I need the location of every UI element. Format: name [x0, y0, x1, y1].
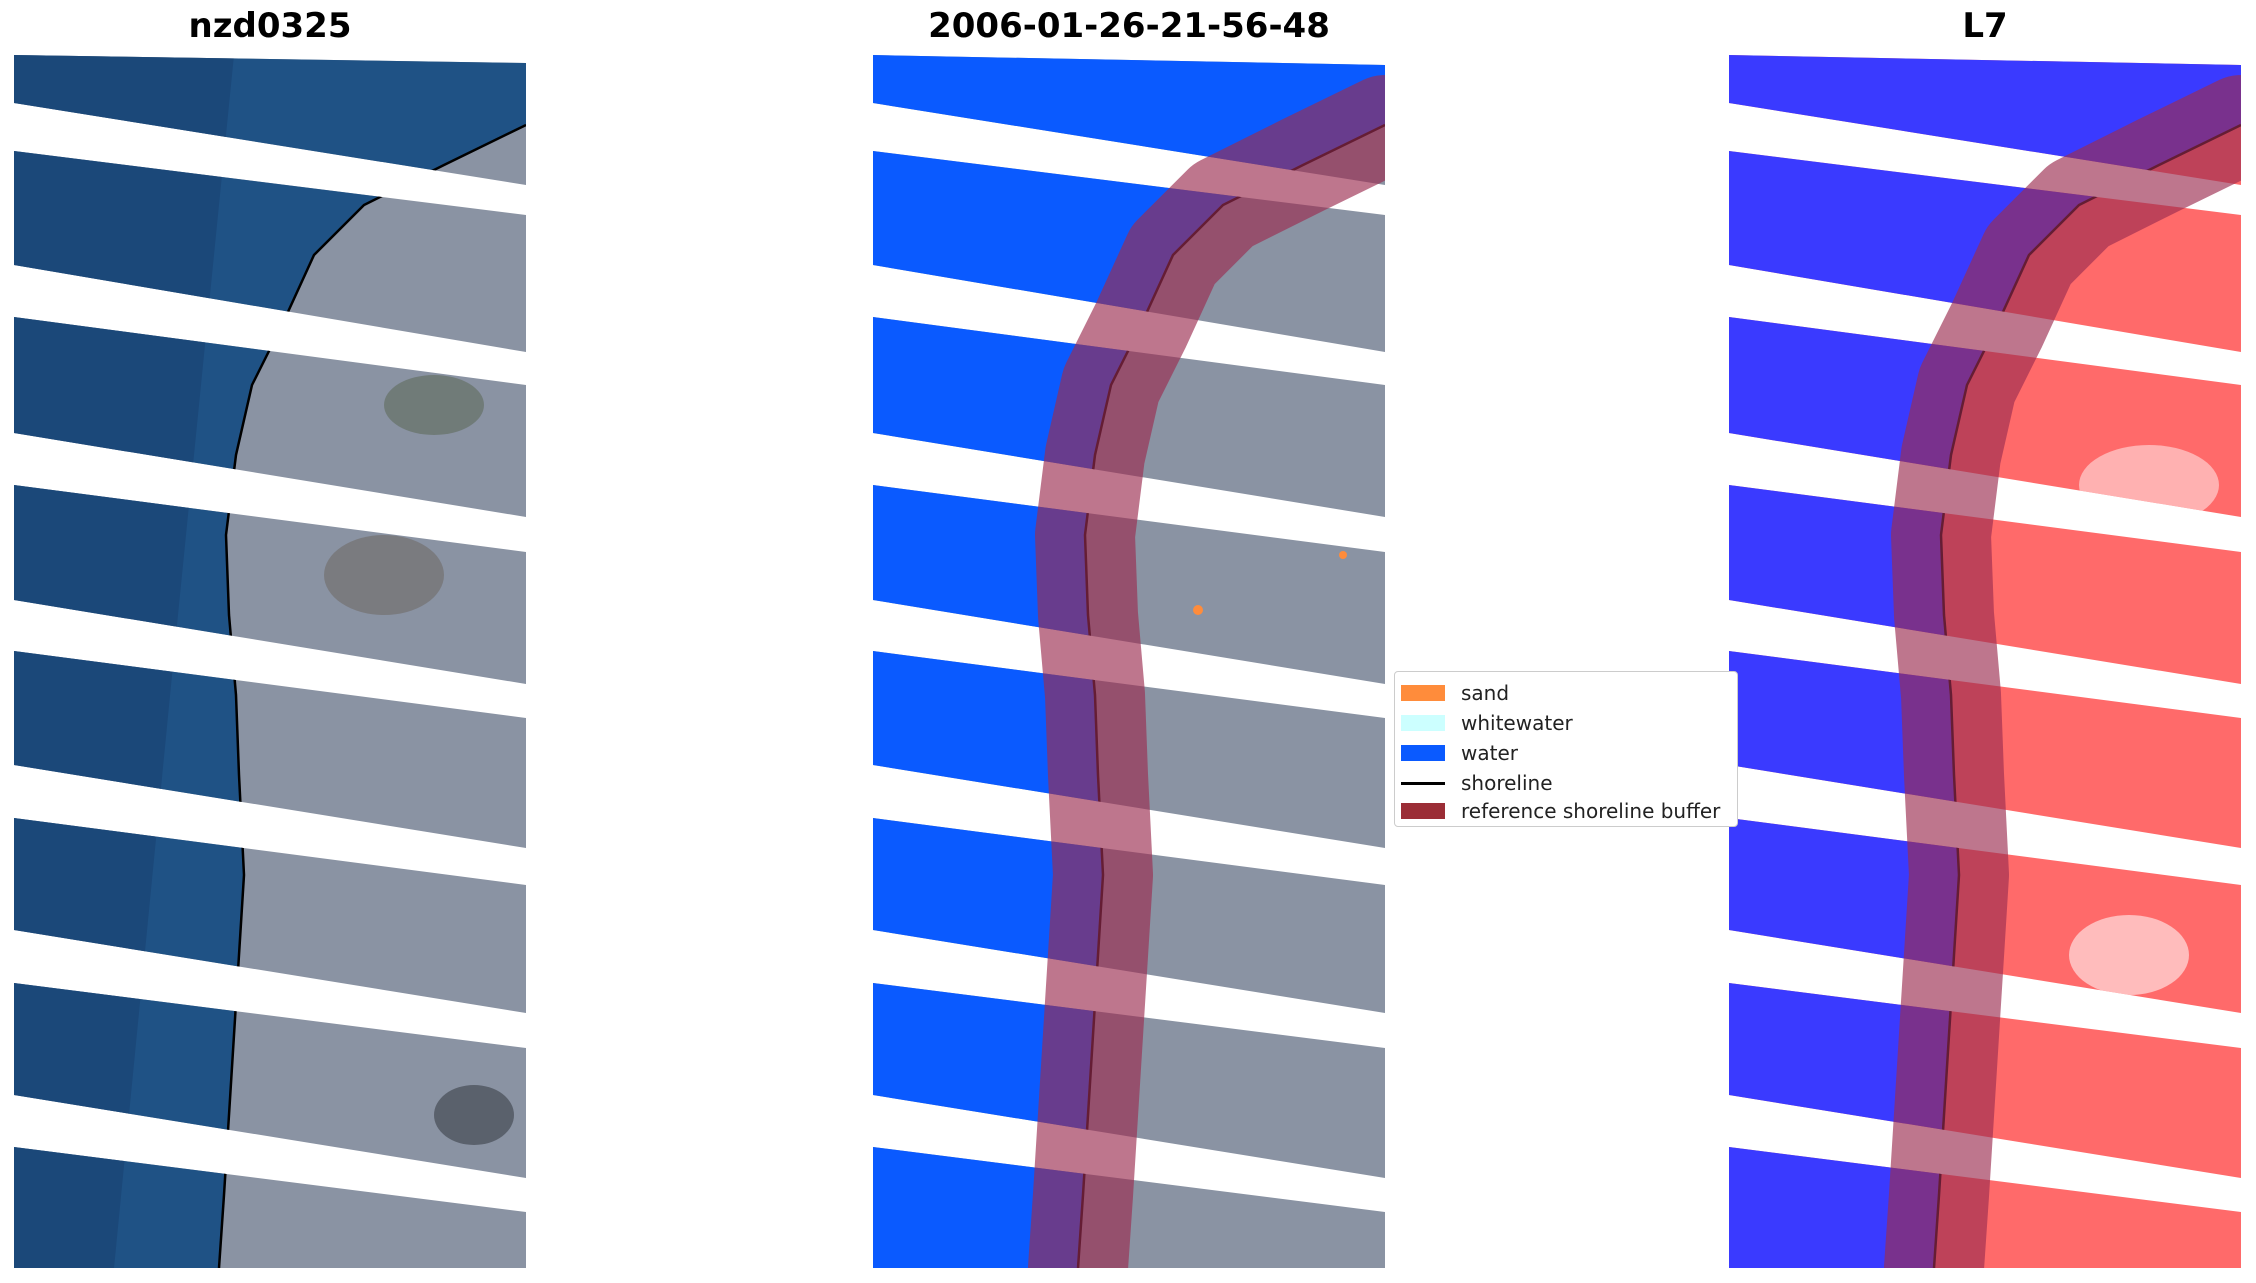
classified-image-panel — [873, 55, 1385, 1268]
classified-image — [873, 55, 1385, 1268]
reference-shoreline-buffer — [1028, 75, 1385, 1268]
legend-item-sand: sand — [1401, 678, 1509, 708]
whitewater-swatch-icon — [1401, 715, 1445, 731]
legend-item-reference-buffer: reference shoreline buffer — [1401, 796, 1720, 826]
panel-title-classified: 2006-01-26-21-56-48 — [928, 6, 1330, 46]
sand-swatch-icon — [1401, 685, 1445, 701]
index-image — [1729, 55, 2241, 1268]
rgb-image — [14, 55, 526, 1268]
legend-item-shoreline: shoreline — [1401, 768, 1553, 798]
rgb-image-panel — [14, 55, 526, 1268]
legend: sand whitewater water shoreline referenc… — [1394, 671, 1738, 827]
panel-title-index: L7 — [1962, 6, 2008, 46]
shoreline-line-icon — [1401, 781, 1445, 785]
legend-item-water: water — [1401, 738, 1518, 768]
index-image-panel — [1729, 55, 2241, 1268]
water-swatch-icon — [1401, 745, 1445, 761]
panel-title-rgb: nzd0325 — [188, 6, 352, 46]
legend-item-whitewater: whitewater — [1401, 708, 1573, 738]
buffer-swatch-icon — [1401, 803, 1445, 819]
